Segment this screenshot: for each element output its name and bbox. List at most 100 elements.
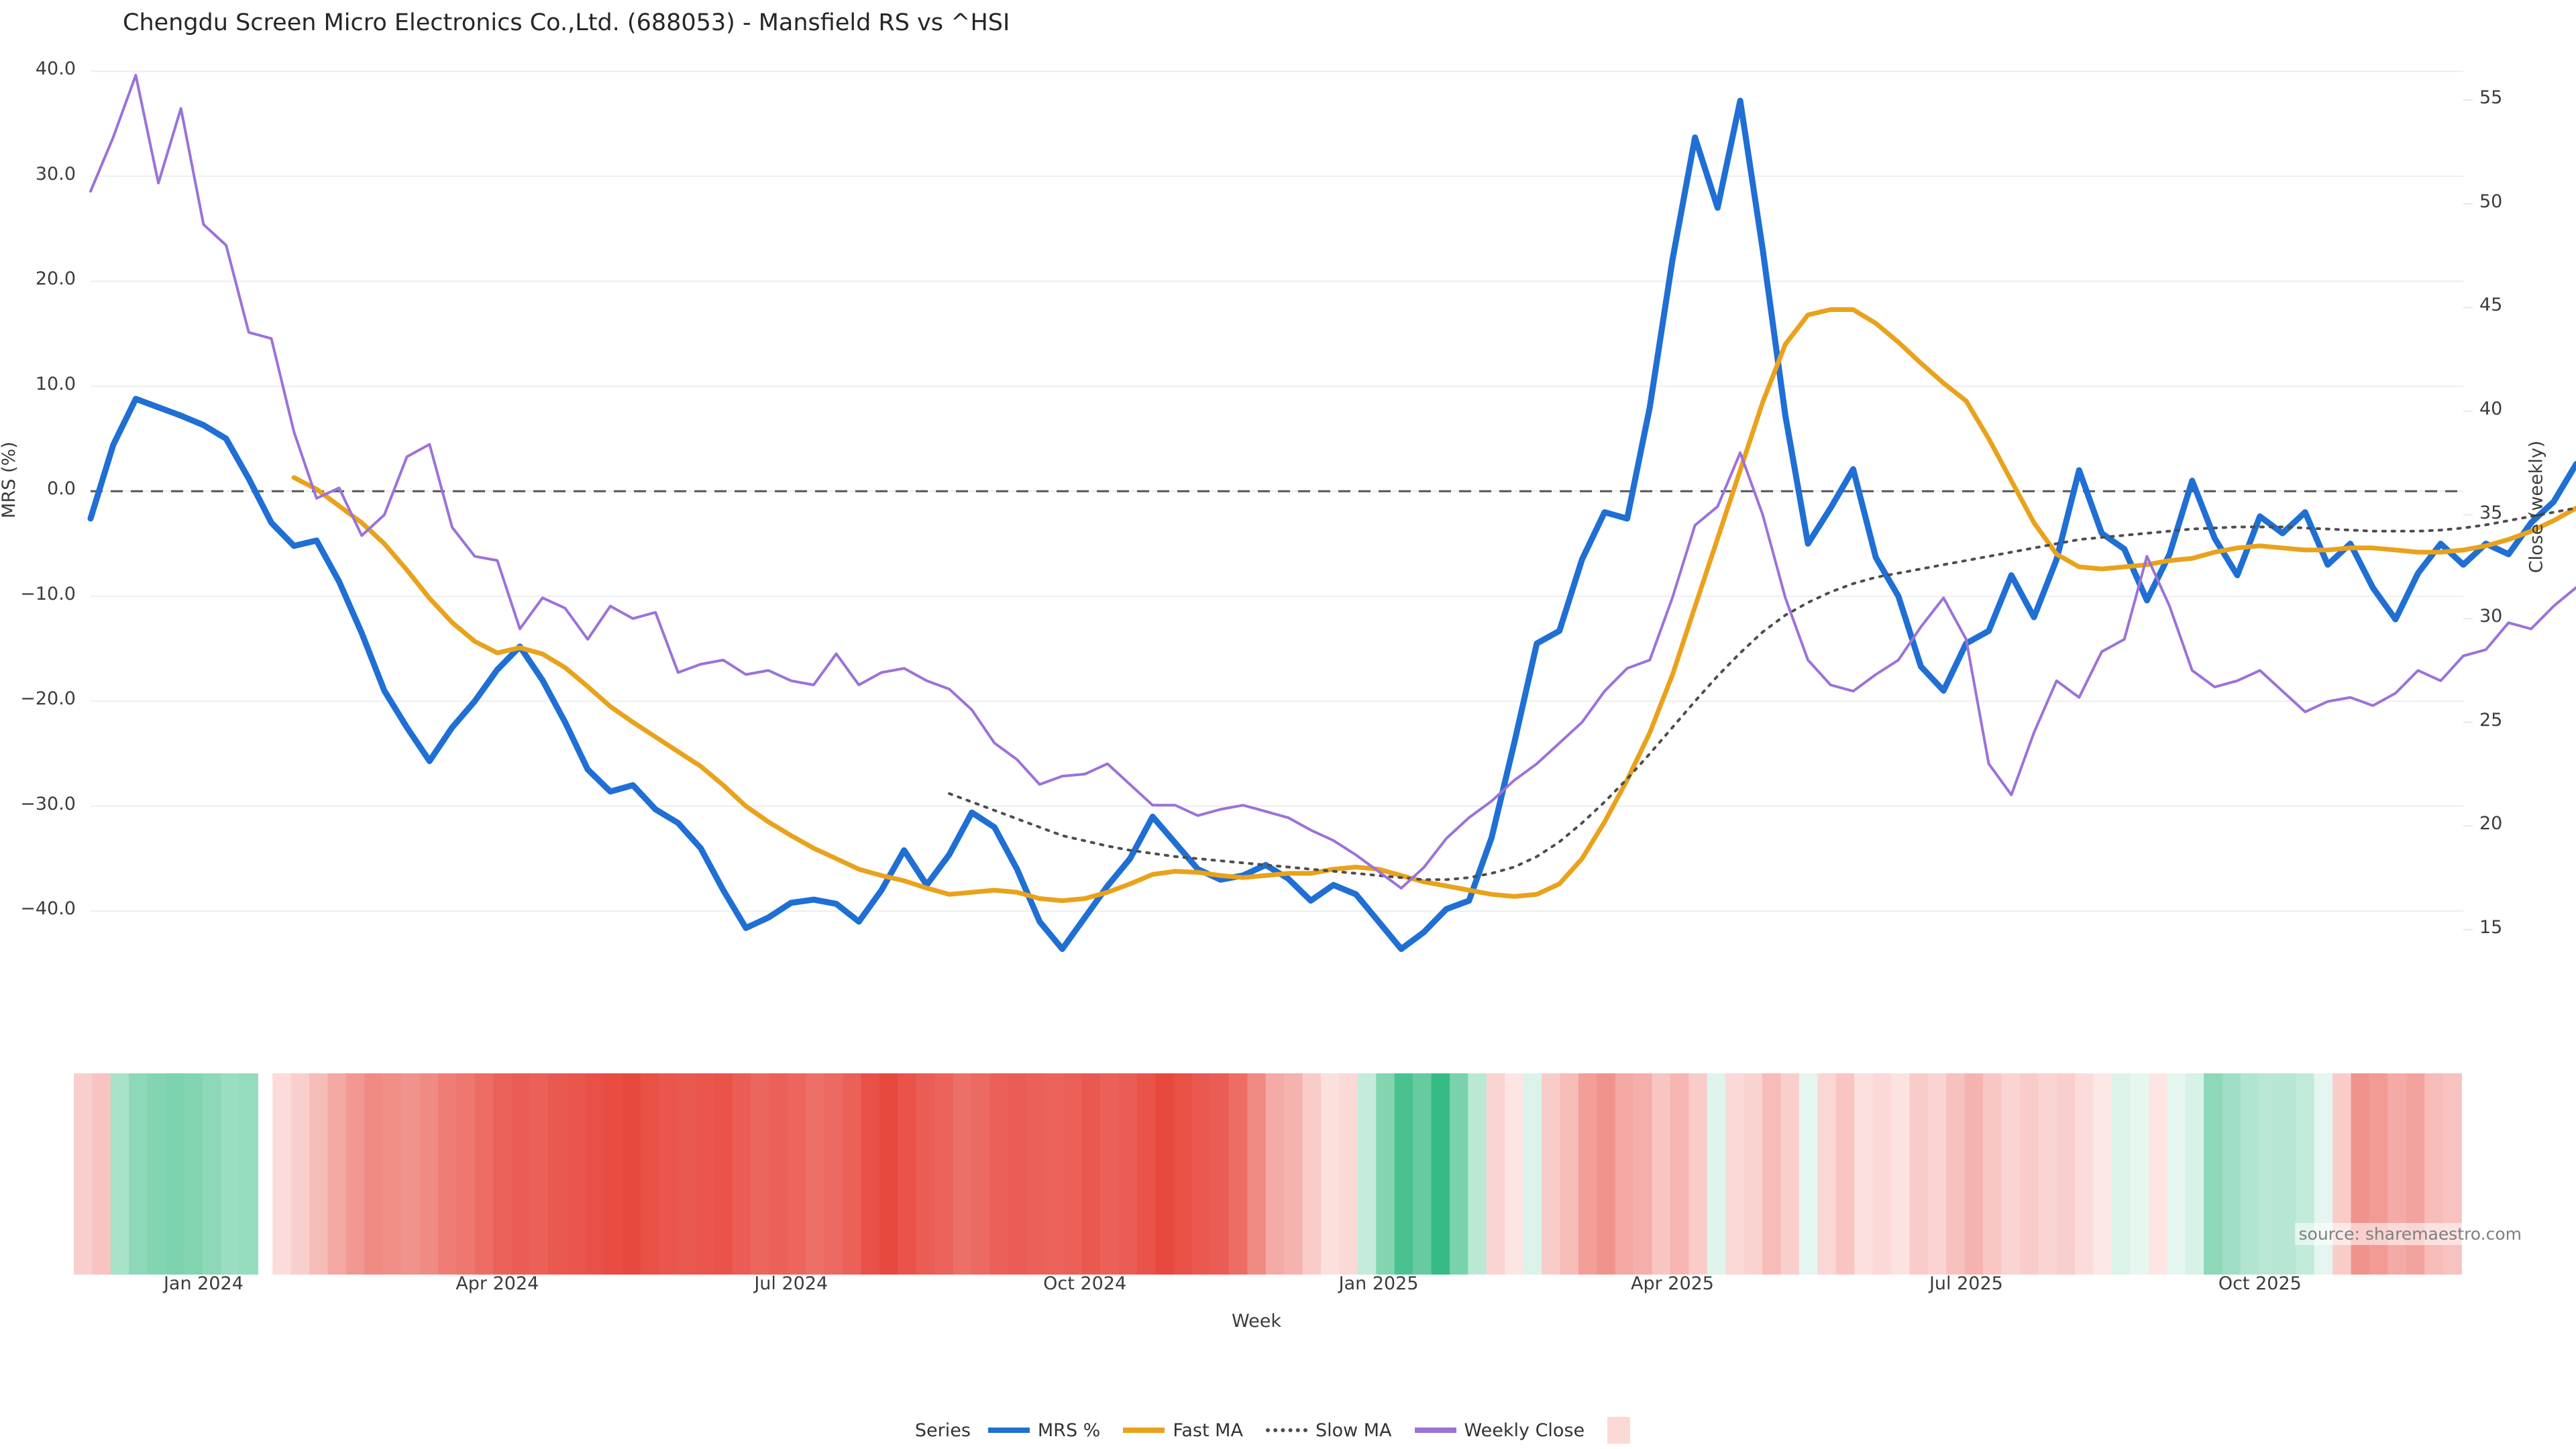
series-line-weekly-close [89,74,2576,890]
heatmap-column [1633,1073,1653,1275]
heatmap-column [1321,1073,1340,1275]
heatmap-column [548,1073,568,1275]
heatmap-column [2056,1073,2076,1275]
legend-item[interactable]: MRS % [987,1420,1100,1441]
heatmap-column [1707,1073,1726,1275]
heatmap-column [1597,1073,1616,1275]
heatmap-column [640,1073,659,1275]
heatmap-column [1909,1073,1929,1275]
legend-item[interactable]: Fast MA [1123,1420,1243,1441]
heatmap-column [659,1073,678,1275]
y-tick-right: 45 [2479,294,2503,316]
legend-items: MRS % Fast MA Slow MA Weekly Close [987,1417,1661,1444]
legend-swatch-icon [987,1428,1030,1433]
heatmap-column [2185,1073,2204,1275]
heatmap-column [2038,1073,2057,1275]
heatmap-column [239,1073,258,1275]
heatmap-column [971,1073,991,1275]
heatmap-column [1835,1073,1855,1275]
heatmap-column [1486,1073,1505,1275]
heatmap-column [677,1073,696,1275]
heatmap-column [456,1073,476,1275]
heatmap-column [1780,1073,1800,1275]
heatmap-column [1964,1073,1984,1275]
legend-label: Fast MA [1173,1419,1243,1441]
x-tick: Jul 2025 [1929,1273,2003,1294]
heatmap-column [1284,1073,1303,1275]
legend-label: Slow MA [1315,1419,1392,1441]
heatmap-column [989,1073,1009,1275]
heatmap-column [585,1073,604,1275]
heatmap-column [401,1073,421,1275]
y-tick-left: 30.0 [35,163,76,184]
heatmap-column [2093,1073,2112,1275]
heatmap-column [2167,1073,2186,1275]
heatmap-column [695,1073,714,1275]
heatmap-column [129,1073,148,1275]
heatmap-column [110,1073,129,1275]
heatmap-column [806,1073,825,1275]
heatmap-column [2130,1073,2149,1275]
chart-legend: Series MRS % Fast MA Slow MA Weekly Close [0,1417,2576,1444]
legend-item[interactable]: Weekly Close [1414,1420,1585,1441]
heatmap-column [1100,1073,1120,1275]
heatmap-column [147,1073,166,1275]
y-tick-right: 15 [2479,916,2503,938]
rs-heatmap-band [74,1073,2462,1275]
y-tick-left: −20.0 [20,688,76,710]
heatmap-column [184,1073,203,1275]
heatmap-column [309,1073,329,1275]
heatmap-column [1725,1073,1745,1275]
heatmap-column [1302,1073,1322,1275]
source-attribution: source: sharemaestro.com [2294,1223,2526,1245]
heatmap-column [1394,1073,1413,1275]
series-line-slow-ma [948,506,2576,881]
y-tick-left: −10.0 [20,583,76,604]
heatmap-column [382,1073,402,1275]
x-tick: Jan 2024 [163,1273,244,1294]
heatmap-column [1983,1073,2002,1275]
legend-swatch-icon [1607,1417,1631,1444]
heatmap-column [92,1073,111,1275]
chart-title: Chengdu Screen Micro Electronics Co.,Ltd… [123,9,1010,36]
heatmap-column [1523,1073,1542,1275]
heatmap-column [787,1073,807,1275]
x-tick: Jul 2024 [754,1273,828,1294]
heatmap-column [843,1073,862,1275]
heatmap-column [1265,1073,1285,1275]
heatmap-column [1173,1073,1193,1275]
heatmap-column [221,1073,240,1275]
heatmap-column [166,1073,185,1275]
x-tick: Jan 2025 [1338,1273,1419,1294]
heatmap-column [1872,1073,1892,1275]
legend-item[interactable] [1607,1417,1638,1444]
plot-area [87,70,2576,953]
heatmap-column [1413,1073,1432,1275]
y-tick-right: 40 [2479,398,2503,419]
legend-swatch-icon [1414,1428,1456,1433]
heatmap-column [714,1073,733,1275]
heatmap-column [1081,1073,1101,1275]
heatmap-column [530,1073,549,1275]
y-tick-left: 10.0 [35,373,76,394]
y-tick-left: 40.0 [35,58,76,80]
heatmap-column [1357,1073,1377,1275]
heatmap-column [438,1073,458,1275]
heatmap-column [916,1073,935,1275]
heatmap-column [1229,1073,1248,1275]
heatmap-column [934,1073,954,1275]
legend-item[interactable]: Slow MA [1265,1419,1392,1441]
heatmap-column [474,1073,494,1275]
y-tick-right: 30 [2479,606,2503,627]
heatmap-column [1118,1073,1138,1275]
heatmap-column [272,1073,292,1275]
heatmap-column [2259,1073,2278,1275]
heatmap-column [2241,1073,2260,1275]
heatmap-column [622,1073,641,1275]
heatmap-column [419,1073,439,1275]
heatmap-column [1431,1073,1450,1275]
heatmap-column [769,1073,788,1275]
y-axis-label-right: Close (weekly) [2526,440,2547,574]
heatmap-column [1615,1073,1634,1275]
